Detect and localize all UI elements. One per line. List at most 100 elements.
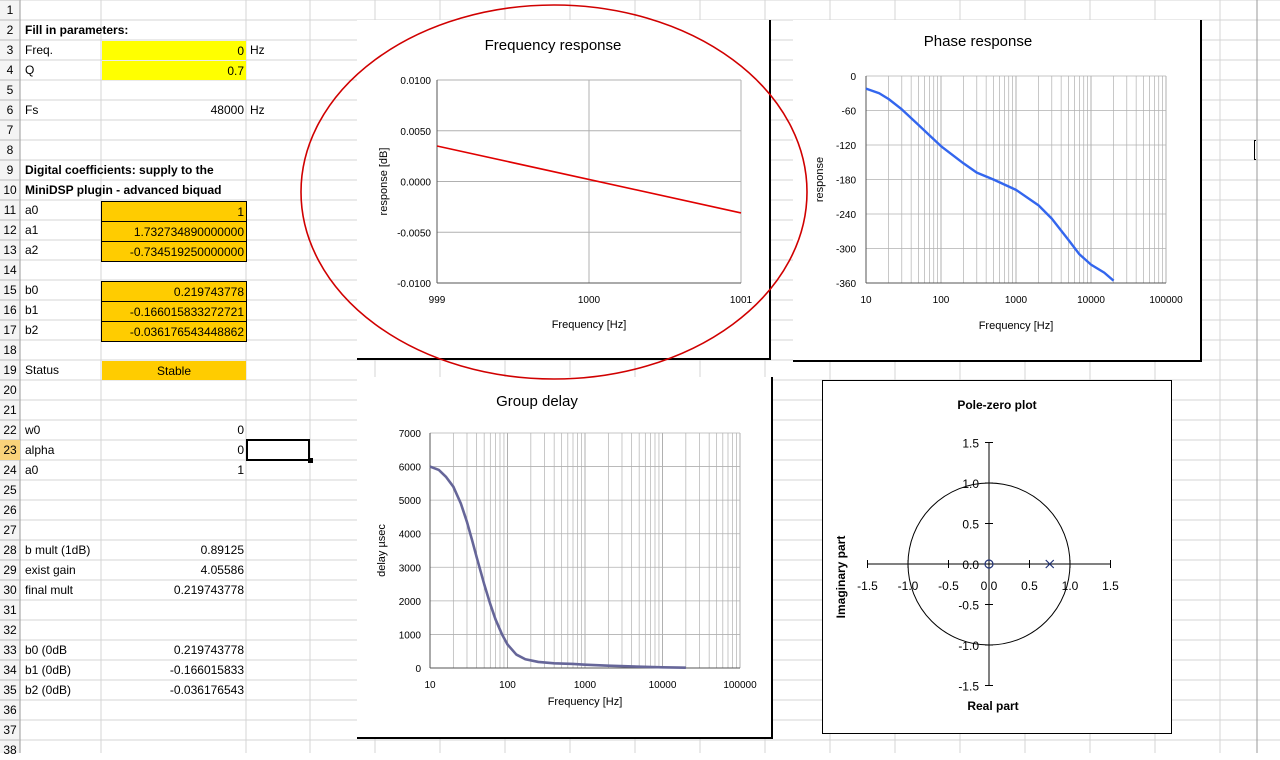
y-tick-label: 5000: [399, 496, 422, 507]
group-delay-chart[interactable]: Group delay 7000 6000 5000 4000 3000 2000 1000 0…: [357, 377, 773, 739]
row-header-38[interactable]: 38: [3, 743, 17, 757]
b1-label: b1: [25, 303, 39, 317]
b0db-value[interactable]: 0.219743778: [173, 643, 244, 657]
row-header-5[interactable]: 5: [6, 83, 14, 97]
phase-response-chart[interactable]: Phase response 0 -60 -120 -180 -240 -300 -360 10…: [793, 20, 1202, 362]
row-header-27[interactable]: 27: [3, 523, 17, 537]
y-tick-label: -0.0050: [397, 228, 431, 239]
a1-value[interactable]: 1.732734890000000: [101, 221, 247, 242]
fs-value[interactable]: 48000: [210, 103, 244, 117]
row-header-36[interactable]: 36: [3, 703, 17, 717]
row-header-31[interactable]: 31: [3, 603, 17, 617]
fill-handle[interactable]: [308, 458, 313, 463]
row-header-6[interactable]: 6: [6, 103, 14, 117]
b0-value[interactable]: 0.219743778: [101, 281, 247, 302]
row-header-30[interactable]: 30: [3, 583, 17, 597]
row-header-23[interactable]: 23: [3, 443, 17, 457]
y-tick-label: -120: [836, 141, 856, 152]
row-header-35[interactable]: 35: [3, 683, 17, 697]
row-header-4[interactable]: 4: [6, 63, 14, 77]
row-header-9[interactable]: 9: [6, 163, 14, 177]
x-tick-label: 999: [429, 295, 446, 306]
row-header-1[interactable]: 1: [6, 3, 14, 17]
chart-title: Pole-zero plot: [957, 398, 1036, 412]
b1db-value[interactable]: -0.166015833: [169, 663, 244, 677]
row-header-12[interactable]: 12: [3, 223, 17, 237]
bmult-value[interactable]: 0.89125: [200, 543, 244, 557]
frequency-response-chart[interactable]: Frequency response 0.0100 0.0050 0.0000 -0.0…: [357, 20, 771, 360]
row-header-21[interactable]: 21: [3, 403, 17, 417]
status-badge[interactable]: Stable: [102, 361, 246, 380]
x-tick-label: 1001: [730, 295, 753, 306]
q-input[interactable]: 0.7: [102, 61, 246, 80]
w0-value[interactable]: 0: [237, 423, 244, 437]
x-axis-label: Frequency [Hz]: [548, 696, 623, 708]
x-tick-label: -0.5: [938, 579, 959, 593]
row-header-15[interactable]: 15: [3, 283, 17, 297]
delay-series-line: [429, 465, 686, 669]
b1-value[interactable]: -0.166015833272721: [101, 301, 247, 322]
alpha-label: alpha: [25, 443, 55, 457]
y-tick-label: 0.0050: [400, 127, 431, 138]
x-tick-label: -1.5: [857, 579, 878, 593]
row-header-3[interactable]: 3: [6, 43, 14, 57]
bmult-label: b mult (1dB): [25, 543, 91, 557]
y-tick-label: -240: [836, 210, 856, 221]
status-label: Status: [25, 363, 60, 377]
row-header-11[interactable]: 11: [3, 203, 17, 217]
row-header-28[interactable]: 28: [3, 543, 17, 557]
row-header-10[interactable]: 10: [3, 183, 17, 197]
final-value[interactable]: 0.219743778: [173, 583, 244, 597]
alpha-value[interactable]: 0: [237, 443, 244, 457]
phase-series-line: [865, 87, 1115, 282]
y-tick-label: 0.0: [962, 558, 979, 572]
y-tick-label: 0: [850, 72, 856, 83]
a0-value[interactable]: 1: [101, 201, 247, 222]
row-header-16[interactable]: 16: [3, 303, 17, 317]
y-tick-label: -360: [836, 279, 856, 290]
row-header-13[interactable]: 13: [3, 243, 17, 257]
y-tick-label: 1.0: [962, 477, 979, 491]
row-header-14[interactable]: 14: [3, 263, 17, 277]
row-header-33[interactable]: 33: [3, 643, 17, 657]
row-header-bar: [0, 0, 20, 753]
gain-label: exist gain: [25, 563, 76, 577]
row-header-34[interactable]: 34: [3, 663, 17, 677]
row-header-24[interactable]: 24: [3, 463, 17, 477]
y-tick-label: -300: [836, 245, 856, 256]
y-tick-label: -1.5: [958, 680, 979, 694]
gain-value[interactable]: 4.05586: [200, 563, 244, 577]
row-header-17[interactable]: 17: [3, 323, 17, 337]
coeffs-heading-1: Digital coefficients: supply to the: [25, 163, 214, 177]
active-cell-selection[interactable]: [246, 439, 310, 461]
selected-row-header: [0, 440, 20, 460]
w0-label: w0: [25, 423, 41, 437]
calc-a0-value[interactable]: 1: [237, 463, 244, 477]
b2-label: b2: [25, 323, 39, 337]
row-header-29[interactable]: 29: [3, 563, 17, 577]
row-header-8[interactable]: 8: [6, 143, 14, 157]
y-tick-label: -180: [836, 176, 856, 187]
x-tick-label: 1000: [1005, 295, 1028, 306]
row-header-22[interactable]: 22: [3, 423, 17, 437]
y-tick-label: 2000: [399, 597, 422, 608]
b2db-value[interactable]: -0.036176543: [169, 683, 244, 697]
row-header-7[interactable]: 7: [6, 123, 14, 137]
x-tick-label: 10: [424, 680, 436, 691]
row-header-18[interactable]: 18: [3, 343, 17, 357]
a2-value[interactable]: -0.734519250000000: [101, 241, 247, 262]
a0-label: a0: [25, 203, 39, 217]
row-header-32[interactable]: 32: [3, 623, 17, 637]
row-header-26[interactable]: 26: [3, 503, 17, 517]
y-tick-label: 0.5: [962, 518, 979, 532]
calc-a0-label: a0: [25, 463, 39, 477]
freq-input[interactable]: 0: [102, 41, 246, 60]
row-header-20[interactable]: 20: [3, 383, 17, 397]
row-header-37[interactable]: 37: [3, 723, 17, 737]
row-header-25[interactable]: 25: [3, 483, 17, 497]
row-header-19[interactable]: 19: [3, 363, 17, 377]
b2-value[interactable]: -0.036176543448862: [101, 321, 247, 342]
pole-zero-chart[interactable]: Pole-zero plot -1.5 -1.0 -0.5 0.0 0.5 1.0 1.5 1.…: [822, 380, 1172, 734]
row-header-2[interactable]: 2: [6, 23, 14, 37]
final-label: final mult: [25, 583, 74, 597]
